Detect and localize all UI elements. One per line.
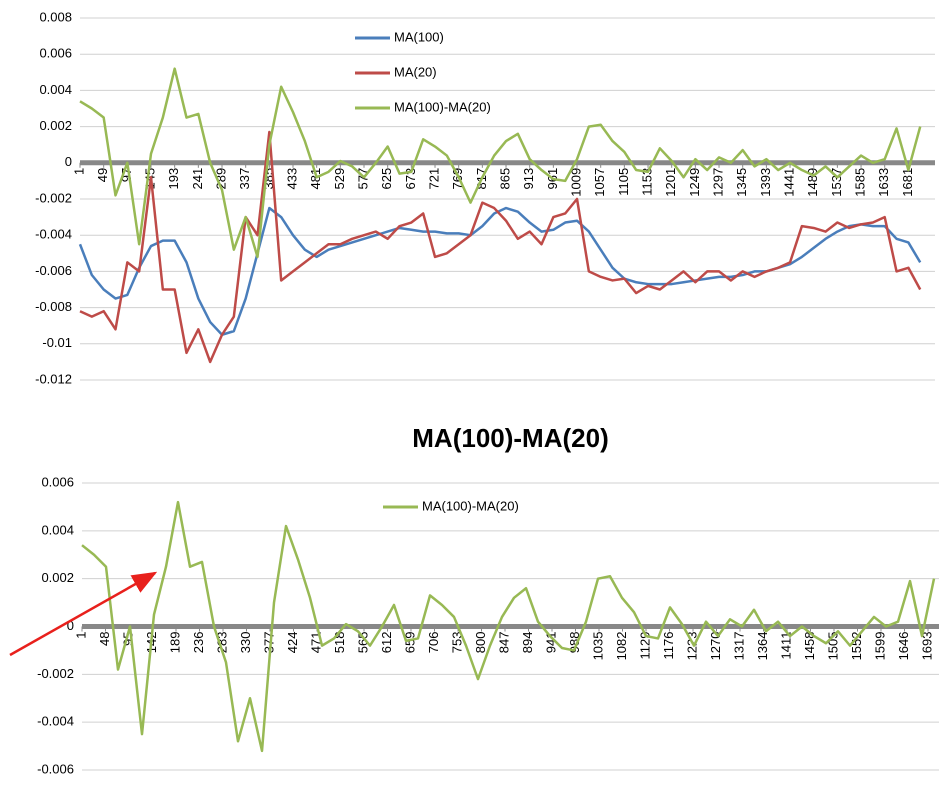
y-tick-label: -0.002 [37,666,74,681]
y-tick-label: 0.002 [39,118,72,133]
x-tick-label: 865 [497,168,512,190]
x-tick-label: 330 [238,632,253,654]
x-tick-label: 1082 [614,632,629,661]
y-tick-label: -0.002 [35,190,72,205]
y-tick-label: 0 [65,154,72,169]
x-tick-label: 1345 [734,168,749,197]
x-tick-label: 1 [73,632,88,639]
x-tick-label: 241 [190,168,205,190]
x-tick-label: 1411 [778,632,793,660]
legend-label: MA(100)-MA(20) [394,99,491,114]
x-tick-label: 659 [402,632,417,654]
x-tick-label: 625 [379,168,394,190]
x-tick-label: 1 [71,168,86,175]
x-tick-label: 753 [449,632,464,654]
x-tick-label: 193 [166,168,181,190]
arrow-annotation [9,571,158,657]
y-tick-label: 0.004 [39,82,72,97]
x-tick-label: 518 [332,632,347,654]
x-tick-label: 1223 [684,632,699,661]
x-tick-label: 1317 [731,632,746,661]
x-tick-label: 1364 [755,632,770,661]
x-tick-label: 1393 [758,168,773,197]
x-tick-label: 289 [213,168,228,190]
x-tick-label: 337 [237,168,252,190]
y-tick-label: 0.006 [41,474,74,489]
x-tick-label: 49 [95,168,110,182]
x-tick-label: 894 [520,632,535,654]
plot-layer: -0.012 -0.01 -0.008 -0.006 -0.004 -0.002 0 0.00… [35,9,939,776]
x-tick-label: 236 [191,632,206,654]
x-tick-label: 481 [308,168,323,190]
x-tick-label: 1105 [616,168,631,196]
x-tick-label: 988 [567,632,582,654]
x-tick-label: 1599 [872,632,887,661]
x-tick-label: 612 [379,632,394,654]
x-tick-label: 847 [496,632,511,654]
y-tick-label: -0.004 [37,714,74,729]
x-tick-label: 424 [285,632,300,654]
x-tick-label: 565 [355,632,370,654]
x-tick-label: 1129 [637,632,652,660]
x-tick-label: 1693 [919,632,934,661]
x-tick-label: 1249 [687,168,702,197]
legend-label: MA(20) [394,64,437,79]
y-tick-label: -0.006 [37,761,74,776]
x-tick-label: 529 [332,168,347,190]
x-tick-label: 377 [261,632,276,654]
x-tick-label: 1297 [710,168,725,197]
x-tick-label: 1646 [896,632,911,661]
x-tick-label: 941 [543,632,558,654]
x-tick-label: 1057 [592,168,607,197]
x-tick-label: 1201 [663,168,678,197]
x-tick-label: 800 [473,632,488,654]
chart-title: MA(100)-MA(20) [412,423,608,453]
y-tick-label: -0.012 [35,371,72,386]
y-tick-label: 0.004 [41,522,74,537]
y-tick-label: 0.002 [41,570,74,585]
y-tick-label: 0 [67,618,74,633]
y-tick-label: -0.004 [35,227,72,242]
x-tick-label: 1681 [900,168,915,197]
x-tick-label: 1176 [661,632,676,660]
series-line [81,500,936,753]
y-tick-label: 0.008 [39,9,72,24]
x-tick-label: 1633 [876,168,891,197]
series-line [79,130,922,364]
x-tick-label: 1458 [802,632,817,661]
x-tick-label: 189 [167,632,182,654]
y-tick-label: -0.01 [42,335,72,350]
legend-label: MA(100) [394,29,444,44]
x-tick-label: 1552 [849,632,864,661]
x-tick-label: 706 [426,632,441,654]
y-tick-label: -0.008 [35,299,72,314]
x-tick-label: 913 [521,168,536,190]
x-tick-label: 1009 [568,168,583,197]
x-tick-label: 1270 [708,632,723,661]
x-tick-label: 1489 [805,168,820,197]
legend-label: MA(100)-MA(20) [422,498,519,513]
x-tick-label: 1035 [590,632,605,661]
y-tick-label: -0.006 [35,263,72,278]
x-tick-label: 721 [426,168,441,190]
x-tick-label: 1441 [781,168,796,197]
x-tick-label: 1153 [639,168,654,196]
y-tick-label: 0.006 [39,46,72,61]
x-tick-label: 1585 [852,168,867,197]
x-tick-label: 48 [97,632,112,646]
series-line [79,67,922,259]
x-tick-label: 433 [284,168,299,190]
